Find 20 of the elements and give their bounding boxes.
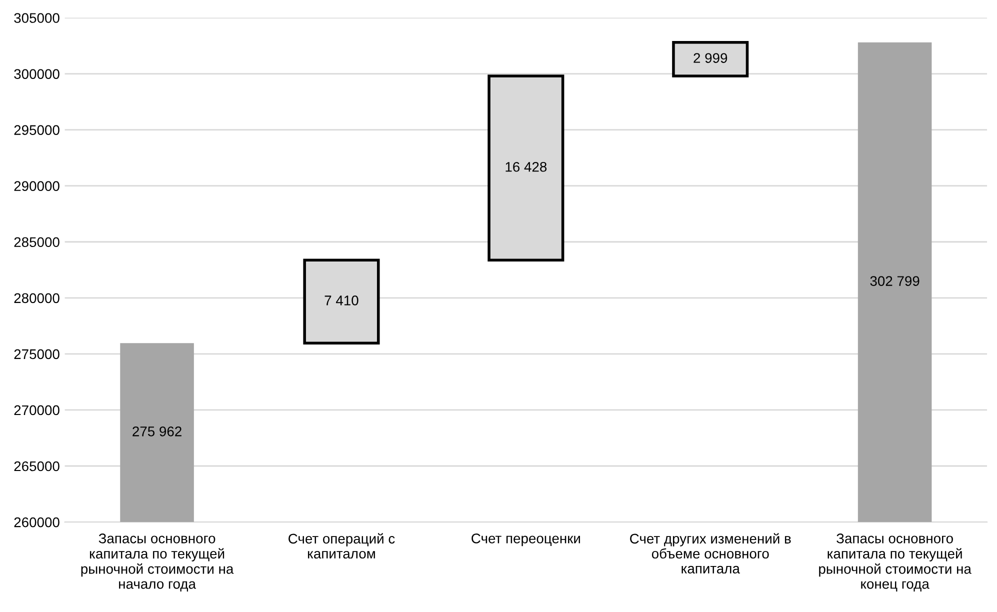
y-tick-label: 280000 xyxy=(14,293,60,304)
y-tick-label: 260000 xyxy=(14,517,60,528)
data-label: 2 999 xyxy=(694,53,728,63)
y-tick-label: 270000 xyxy=(14,405,60,416)
x-tick-label: Запасы основного капитала по текущей рыночной стоимости на конец года xyxy=(819,534,972,592)
x-tick-label: Счет других изменений в объеме основного капитала xyxy=(630,533,791,574)
y-tick-label: 305000 xyxy=(14,13,60,23)
x-tick-label: Счет переоценки xyxy=(472,534,580,546)
data-label: 7 410 xyxy=(324,296,358,306)
x-tick-label: Счет операций с капиталом xyxy=(288,533,395,559)
x-tick-label: Запасы основного капитала по текущей рыночной стоимости на начало года xyxy=(81,534,234,592)
y-tick-label: 290000 xyxy=(14,181,60,192)
y-tick-label: 285000 xyxy=(14,237,60,248)
y-tick-label: 275000 xyxy=(14,349,60,360)
data-label: 16 428 xyxy=(506,162,547,172)
data-label: 302 799 xyxy=(870,276,920,286)
y-tick-label: 300000 xyxy=(14,69,60,79)
y-tick-label: 295000 xyxy=(14,125,60,135)
data-label: 275 962 xyxy=(132,426,182,436)
y-tick-label: 265000 xyxy=(14,461,60,472)
